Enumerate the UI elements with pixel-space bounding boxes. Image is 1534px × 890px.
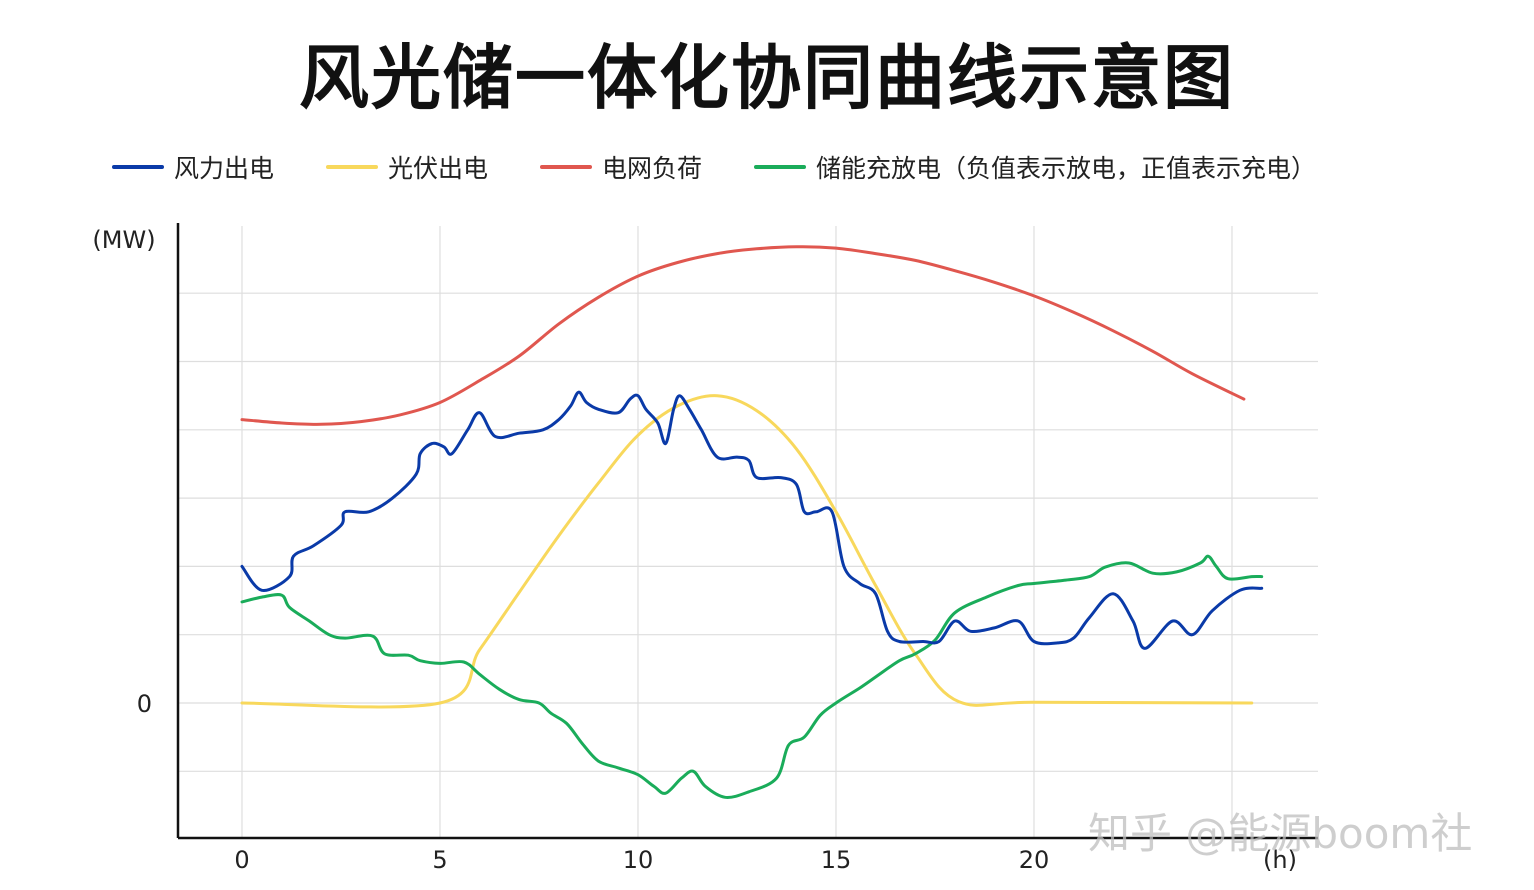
legend-item-wind: 风力出电 — [112, 149, 274, 185]
x-axis-label: (h) — [1263, 846, 1297, 874]
y-tick-label: 0 — [137, 690, 152, 718]
series-line-grid-load — [240, 245, 1246, 426]
legend-swatch-wind — [112, 165, 164, 169]
x-tick-label: 20 — [1019, 846, 1050, 874]
series-line-storage — [240, 554, 1264, 799]
legend-label-solar: 光伏出电 — [388, 154, 489, 183]
chart-title: 风光储一体化协同曲线示意图 — [299, 37, 1235, 119]
watermark: 知乎 @能源boom社 — [1088, 809, 1473, 858]
legend-label-wind: 风力出电 — [174, 154, 275, 183]
x-tick-label: 0 — [234, 846, 249, 874]
legend-label-grid-load: 电网负荷 — [602, 154, 703, 183]
legend-swatch-grid-load — [540, 165, 593, 169]
legend-item-solar: 光伏出电 — [326, 149, 488, 185]
legend-label-storage: 储能充放电（负值表示放电，正值表示充电） — [816, 154, 1317, 183]
series-line-wind — [240, 390, 1264, 650]
x-tick-label: 5 — [432, 846, 447, 874]
x-tick-label: 15 — [821, 846, 852, 874]
legend-swatch-storage — [754, 165, 807, 169]
legend-item-grid-load: 电网负荷 — [540, 149, 702, 185]
legend-item-storage: 储能充放电（负值表示放电，正值表示充电） — [754, 149, 1316, 185]
legend: 风力出电 光伏出电 电网负荷 储能充放电（负值表示放电，正值表示充电） — [112, 150, 1368, 184]
x-tick-label: 10 — [623, 846, 654, 874]
series-line-solar — [240, 394, 1254, 709]
legend-swatch-solar — [326, 165, 379, 169]
y-axis-label: (MW) — [92, 226, 155, 254]
